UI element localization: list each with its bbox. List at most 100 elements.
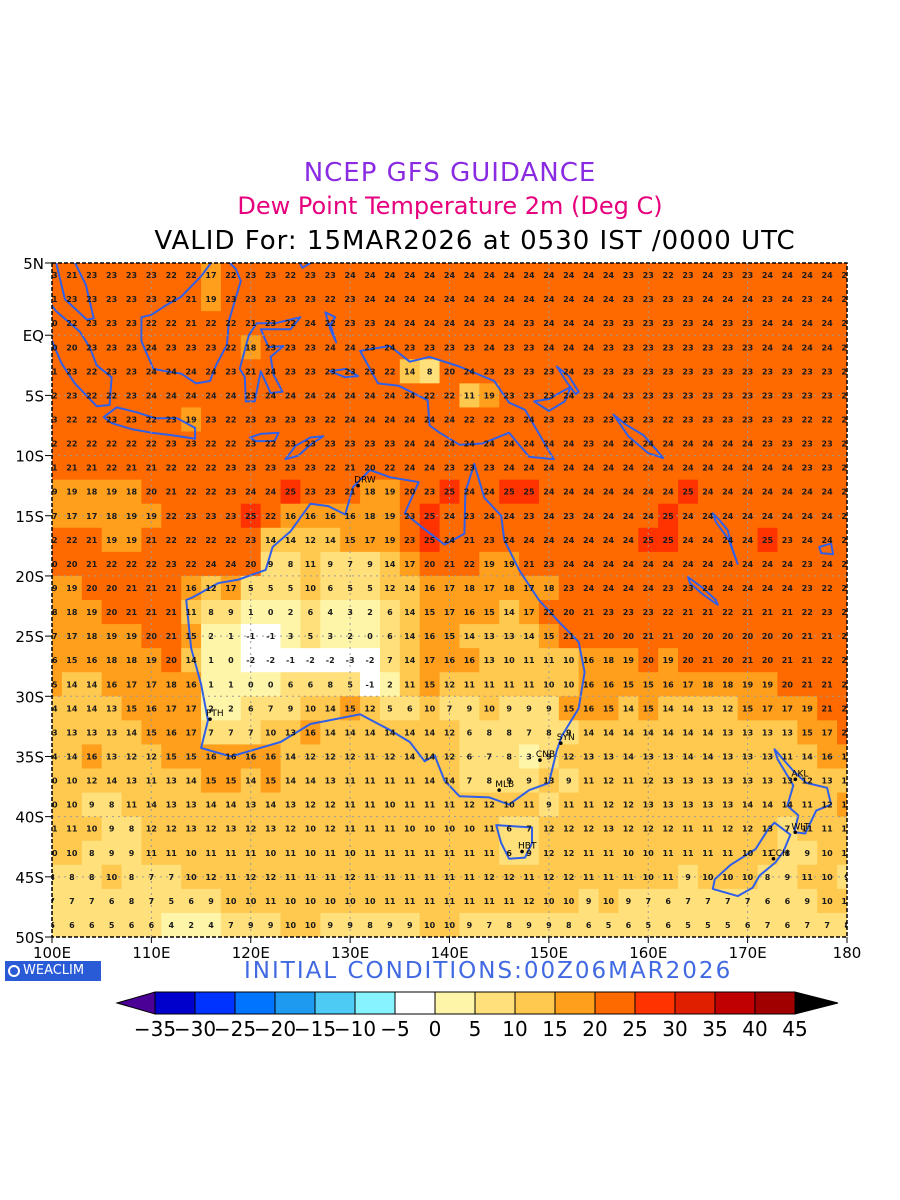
grid-value: 25 [762, 536, 774, 545]
grid-value: 24 [822, 488, 834, 497]
grid-value: 18 [106, 656, 118, 665]
shade-cell [697, 335, 719, 360]
shade-cell [578, 624, 600, 649]
grid-value: 17 [762, 704, 773, 713]
grid-value: 23 [762, 295, 773, 304]
grid-value: 13 [782, 728, 793, 737]
grid-value: 7 [526, 728, 532, 737]
grid-value: 21 [841, 632, 853, 641]
grid-value: 15 [742, 704, 754, 713]
grid-value: 24 [742, 464, 754, 473]
shade-cell [538, 888, 560, 914]
shade-cell [777, 479, 798, 505]
grid-value: 23 [623, 343, 634, 352]
legend-swatch [194, 991, 236, 1015]
shade-cell [598, 840, 619, 866]
shade-cell [399, 335, 421, 360]
grid-value: 9 [566, 777, 572, 786]
legend-label: 20 [582, 1017, 607, 1041]
grid-value: 23 [543, 367, 554, 376]
shade-cell [61, 648, 83, 673]
grid-value: 22 [802, 608, 813, 617]
legend-swatch [274, 991, 316, 1015]
shade-cell [121, 672, 142, 697]
grid-value: 12 [543, 873, 554, 882]
grid-value: 23 [583, 391, 594, 400]
lon-tick-label: 130E [331, 944, 369, 962]
shade-cell [797, 263, 818, 288]
grid-value: 10 [623, 849, 635, 858]
grid-value: 24 [404, 295, 416, 304]
grid-value: 14 [623, 728, 635, 737]
grid-value: 21 [146, 464, 158, 473]
shade-cell [459, 672, 480, 697]
grid-value: 10 [404, 825, 416, 834]
shade-cell [379, 575, 401, 601]
grid-value: 16 [305, 512, 317, 521]
grid-value: 8 [844, 921, 850, 930]
grid-value: 12 [643, 825, 654, 834]
grid-value: 5 [347, 584, 353, 593]
grid-value: 23 [265, 343, 276, 352]
grid-value: 22 [186, 536, 197, 545]
grid-value: 14 [325, 704, 337, 713]
shade-cell [300, 575, 321, 601]
shade-cell [459, 335, 480, 360]
shade-cell [81, 624, 103, 649]
shade-cell [300, 696, 321, 721]
grid-value: 20 [782, 632, 794, 641]
grid-value: 23 [325, 367, 336, 376]
shade-cell [161, 672, 182, 697]
grid-value: 14 [762, 801, 774, 810]
grid-value: 24 [563, 343, 575, 352]
shade-cell [280, 335, 301, 360]
grid-value: 5 [109, 921, 115, 930]
shade-cell [479, 527, 500, 553]
grid-value: 23 [424, 343, 435, 352]
shade-cell [81, 575, 103, 601]
shade-cell [499, 720, 520, 745]
grid-value: 23 [663, 584, 674, 593]
grid-value: 23 [722, 319, 733, 328]
grid-value: 6 [149, 921, 155, 930]
grid-value: 24 [563, 271, 575, 280]
shade-cell [598, 383, 619, 408]
grid-value: 11 [484, 680, 496, 689]
grid-value: 24 [742, 295, 754, 304]
grid-value: 21 [822, 632, 834, 641]
grid-value: 23 [523, 343, 534, 352]
shade-cell [121, 648, 142, 673]
grid-value: 23 [841, 608, 852, 617]
grid-value: 22 [205, 536, 216, 545]
grid-value: 20 [623, 632, 635, 641]
grid-value: 8 [208, 608, 214, 617]
grid-value: 21 [166, 584, 178, 593]
grid-value: 12 [205, 873, 216, 882]
grid-value: 23 [364, 367, 375, 376]
grid-value: 23 [166, 560, 177, 569]
shade-cell [479, 383, 500, 408]
shade-cell [459, 792, 480, 818]
grid-value: 11 [583, 873, 595, 882]
grid-value: 22 [86, 367, 97, 376]
shade-cell [101, 792, 123, 818]
grid-value: 19 [46, 488, 58, 497]
shade-cell [837, 768, 847, 794]
shade-cell [598, 792, 619, 818]
shade-cell [618, 407, 639, 432]
shade-cell [777, 888, 798, 914]
shade-cell [598, 263, 619, 288]
legend-label: 5 [469, 1017, 482, 1041]
grid-value: 23 [325, 488, 336, 497]
shade-cell [598, 888, 619, 914]
grid-value: 12 [345, 873, 356, 882]
shade-cell [360, 672, 381, 697]
grid-value: 15 [444, 632, 456, 641]
grid-value: 23 [822, 608, 833, 617]
grid-value: 20 [46, 319, 58, 328]
grid-value: 11 [663, 873, 675, 882]
shade-cell [419, 744, 441, 769]
shade-cell [280, 840, 301, 866]
grid-value: 23 [682, 343, 693, 352]
grid-value: 23 [265, 319, 276, 328]
